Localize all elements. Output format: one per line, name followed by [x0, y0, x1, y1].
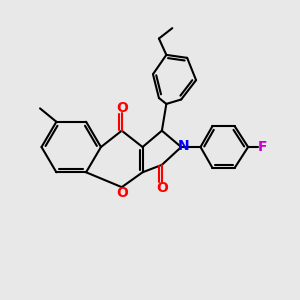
Text: O: O — [156, 181, 168, 195]
Text: N: N — [178, 139, 189, 153]
Text: F: F — [258, 140, 268, 154]
Text: O: O — [116, 186, 128, 200]
Text: O: O — [116, 101, 128, 115]
